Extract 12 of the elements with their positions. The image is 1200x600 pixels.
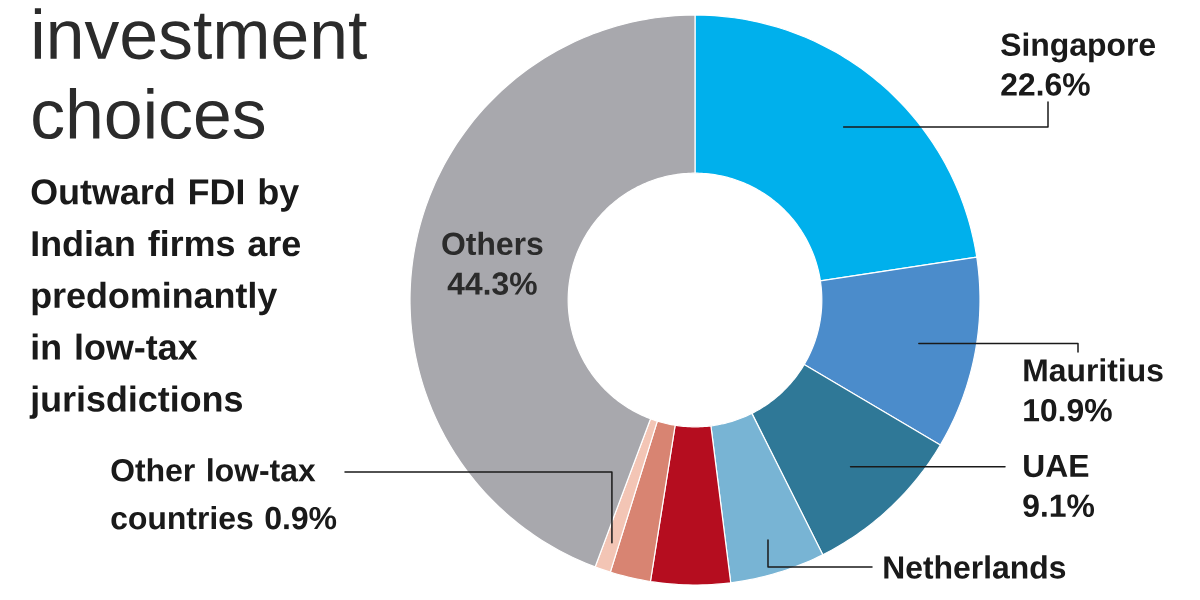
data-label: 44.3% — [447, 272, 537, 295]
slice-label: Mauritius — [1024, 358, 1163, 382]
chart-title: investment choices — [33, 8, 367, 140]
data-label: 9.1% — [1023, 494, 1095, 517]
slice-label: Singapore — [1001, 32, 1156, 63]
data-label: 22.6% — [1001, 73, 1090, 96]
data-label: 0.9% — [265, 506, 337, 530]
text: Outward FDI by Indian firms are predominantly in low-tax jurisdictions — [29, 178, 301, 419]
data-label: 10.9% — [1024, 398, 1112, 422]
slice-label: Netherlands — [884, 555, 1066, 579]
slice-label: Others — [442, 231, 543, 256]
slice-label: UAE — [1024, 454, 1089, 478]
